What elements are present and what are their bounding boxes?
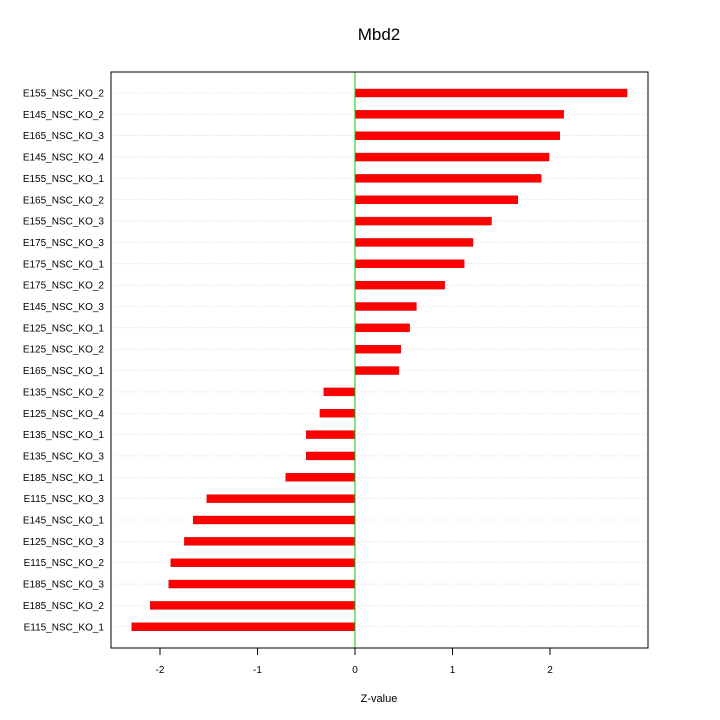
chart-title: Mbd2: [358, 25, 401, 44]
bar: [354, 280, 445, 290]
bar: [354, 345, 402, 354]
bar: [285, 473, 356, 482]
bar: [354, 302, 417, 311]
bar: [319, 409, 356, 418]
category-label: E125_NSC_KO_1: [23, 323, 105, 334]
bar: [354, 110, 564, 119]
category-label: E115_NSC_KO_1: [24, 622, 105, 633]
gridlines: [111, 92, 648, 628]
x-tick-label: 1: [450, 665, 456, 676]
bar: [306, 430, 356, 439]
bars: [131, 88, 628, 631]
x-axis: -2 -1 0 1 2: [156, 647, 553, 676]
category-label: E165_NSC_KO_2: [23, 195, 105, 206]
bar: [354, 238, 474, 247]
category-label: E135_NSC_KO_3: [23, 451, 105, 462]
category-label: E165_NSC_KO_3: [23, 131, 105, 142]
category-label: E135_NSC_KO_2: [23, 387, 105, 398]
bar: [354, 216, 492, 226]
bar: [206, 494, 356, 503]
category-label: E125_NSC_KO_2: [23, 345, 105, 356]
category-label: E145_NSC_KO_4: [23, 153, 105, 164]
category-label: E145_NSC_KO_3: [23, 302, 105, 313]
category-label: E145_NSC_KO_1: [23, 516, 105, 527]
category-label: E155_NSC_KO_3: [23, 217, 105, 228]
category-label: E115_NSC_KO_2: [24, 558, 105, 569]
category-label: E155_NSC_KO_2: [23, 89, 105, 100]
category-label: E175_NSC_KO_2: [23, 281, 105, 292]
category-label: E145_NSC_KO_2: [23, 110, 105, 121]
category-label: E135_NSC_KO_1: [23, 430, 105, 441]
category-label: E185_NSC_KO_2: [23, 601, 105, 612]
bar: [354, 152, 550, 162]
category-label: E185_NSC_KO_1: [23, 473, 105, 484]
bar: [354, 323, 410, 333]
bar: [306, 451, 356, 461]
bar: [170, 558, 356, 567]
category-label: E175_NSC_KO_3: [23, 238, 105, 249]
category-label: E155_NSC_KO_1: [23, 174, 105, 185]
bar: [354, 131, 560, 140]
bar: [184, 537, 356, 546]
category-label: E165_NSC_KO_1: [23, 366, 105, 377]
bar: [168, 579, 356, 589]
category-label: E175_NSC_KO_1: [23, 259, 105, 270]
x-tick-label: -2: [156, 665, 165, 676]
bar: [354, 259, 465, 268]
x-axis-label: Z-value: [361, 693, 398, 705]
bar: [354, 366, 400, 375]
category-label: E125_NSC_KO_3: [23, 537, 105, 548]
category-labels: E155_NSC_KO_2 E145_NSC_KO_2 E165_NSC_KO_3 E…: [23, 89, 105, 634]
category-label: E185_NSC_KO_3: [23, 580, 105, 591]
bar: [131, 622, 356, 631]
category-label: E125_NSC_KO_4: [23, 409, 105, 420]
bar: [354, 174, 542, 183]
bar: [192, 515, 356, 525]
x-tick-label: 0: [352, 665, 358, 676]
bar: [323, 387, 356, 397]
category-label: E115_NSC_KO_3: [24, 494, 105, 505]
x-tick-label: -1: [253, 665, 262, 676]
bar: [150, 601, 356, 610]
bar: [354, 195, 519, 204]
bar: [354, 88, 628, 98]
x-tick-label: 2: [547, 665, 553, 676]
